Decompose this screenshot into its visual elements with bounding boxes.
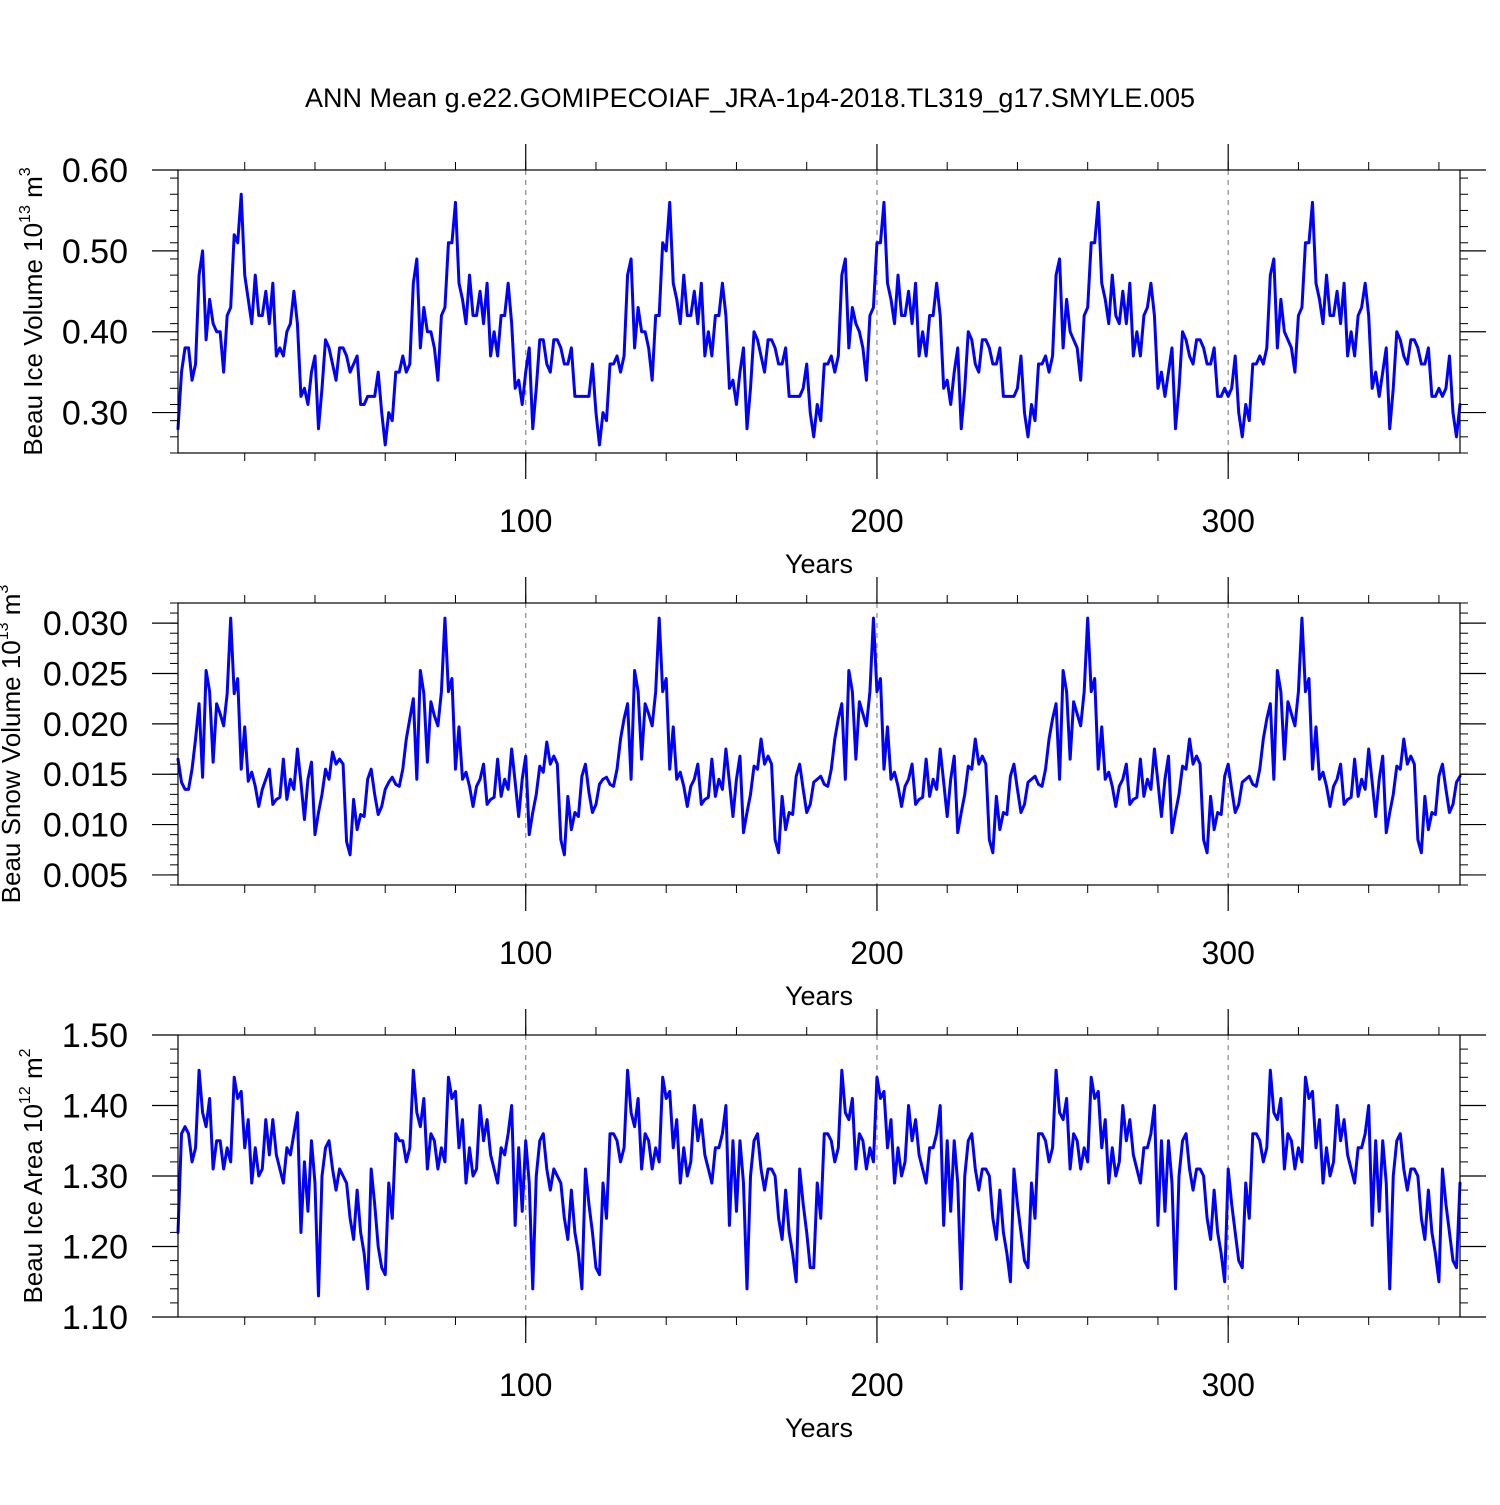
y-axis-label-exp: 13 bbox=[17, 205, 34, 223]
y-axis-label-exp: 13 bbox=[0, 622, 12, 640]
x-axis-label: Years bbox=[785, 549, 853, 579]
x-tick-label: 100 bbox=[499, 1367, 552, 1403]
y-tick-label: 0.60 bbox=[62, 152, 128, 190]
x-tick-label: 300 bbox=[1201, 1367, 1254, 1403]
x-tick-label: 100 bbox=[499, 935, 552, 971]
y-axis-label-unit-exp: 3 bbox=[0, 585, 12, 594]
y-tick-label: 0.40 bbox=[62, 314, 128, 352]
y-axis-label-main: Beau Ice Volume 10 bbox=[18, 223, 48, 456]
y-tick-label: 1.30 bbox=[62, 1158, 128, 1196]
x-tick-label: 200 bbox=[850, 1367, 903, 1403]
y-tick-label: 0.030 bbox=[43, 605, 128, 643]
plot-frame bbox=[177, 602, 1461, 886]
y-tick-label: 0.30 bbox=[62, 395, 128, 433]
plot-frame bbox=[177, 1034, 1461, 1318]
x-tick-label: 200 bbox=[850, 503, 903, 539]
y-tick-label: 1.40 bbox=[62, 1088, 128, 1126]
chart-panel-2: 0.005 0.010 0.015 0.020 0.025 0.030 100 200 300 Y… bbox=[0, 577, 1486, 1011]
x-axis-label: Years bbox=[785, 981, 853, 1011]
y-tick-label: 0.025 bbox=[43, 656, 128, 694]
chart-panel-1: 0.30 0.40 0.50 0.60 100 200 300 Years Beau Ice V… bbox=[17, 144, 1486, 579]
chart-panel-3: 1.10 1.20 1.30 1.40 1.50 100 200 300 Years Beau I… bbox=[17, 1009, 1486, 1443]
y-tick-label: 1.10 bbox=[62, 1299, 128, 1337]
series-line-1 bbox=[176, 192, 1462, 447]
y-axis-label-unit: m bbox=[0, 594, 26, 623]
x-tick-label: 200 bbox=[850, 935, 903, 971]
y-tick-label: 0.005 bbox=[43, 857, 128, 895]
y-axis-label: Beau Ice Volume 1013 m3 bbox=[17, 167, 48, 455]
y-axis-label: Beau Ice Area 1012 m2 bbox=[17, 1048, 48, 1303]
y-axis-label-unit-exp: 3 bbox=[17, 167, 34, 176]
y-axis-label-unit-exp: 2 bbox=[17, 1048, 34, 1057]
y-axis-label-unit: m bbox=[18, 1057, 48, 1086]
y-tick-label: 0.010 bbox=[43, 807, 128, 845]
series-line-3 bbox=[176, 1068, 1462, 1298]
y-axis-label-main: Beau Ice Area 10 bbox=[18, 1104, 48, 1303]
x-tick-label: 100 bbox=[499, 503, 552, 539]
x-axis-label: Years bbox=[785, 1413, 853, 1443]
x-tick-label: 300 bbox=[1201, 503, 1254, 539]
y-axis-label-exp: 12 bbox=[17, 1086, 34, 1104]
y-axis-label-unit: m bbox=[18, 176, 48, 205]
y-tick-label: 0.015 bbox=[43, 756, 128, 794]
y-tick-label: 1.20 bbox=[62, 1229, 128, 1267]
x-tick-label: 300 bbox=[1201, 935, 1254, 971]
y-tick-label: 1.50 bbox=[62, 1017, 128, 1055]
chart-title: ANN Mean g.e22.GOMIPECOIAF_JRA-1p4-2018.… bbox=[305, 83, 1195, 113]
y-axis-label-main: Beau Snow Volume 10 bbox=[0, 640, 26, 903]
y-axis-label: Beau Snow Volume 1013 m3 bbox=[0, 585, 26, 904]
y-tick-label: 0.020 bbox=[43, 706, 128, 744]
plot-frame bbox=[177, 169, 1461, 454]
y-tick-label: 0.50 bbox=[62, 233, 128, 271]
series-line-2 bbox=[176, 616, 1462, 857]
